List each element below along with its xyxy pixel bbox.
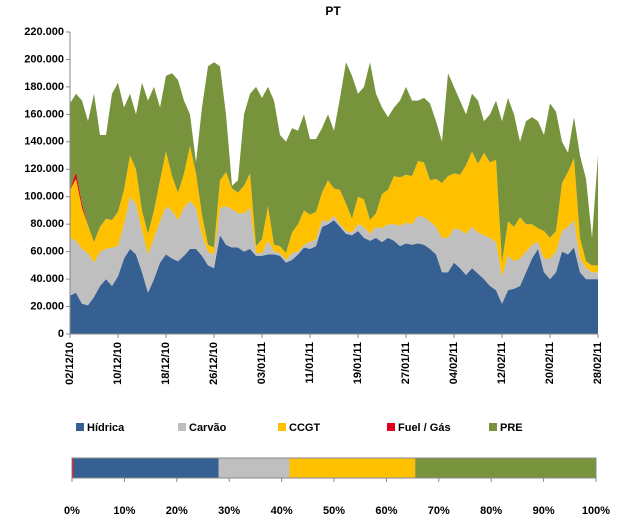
- bar-segment: [72, 458, 74, 478]
- chart-title: PT: [325, 4, 341, 18]
- x-tick-label: 26/12/10: [208, 342, 220, 385]
- y-tick-label: 180.000: [24, 81, 64, 93]
- x-tick-label: 19/01/11: [352, 342, 364, 384]
- x-tick-label: 90%: [533, 505, 555, 517]
- y-tick-label: 0: [58, 328, 64, 340]
- legend-label: Carvão: [189, 422, 227, 434]
- y-tick-label: 220.000: [24, 26, 64, 38]
- x-tick-label: 80%: [480, 505, 502, 517]
- area: [70, 220, 598, 334]
- legend-swatch: [76, 423, 84, 431]
- x-tick-label: 11/01/11: [304, 342, 316, 384]
- legend-swatch: [178, 423, 186, 431]
- area: [70, 145, 598, 277]
- y-tick-label: 100.000: [24, 191, 64, 203]
- y-tick-label: 160.000: [24, 108, 64, 120]
- legend-label: PRE: [500, 422, 523, 434]
- x-tick-label: 03/01/11: [256, 342, 268, 384]
- legend-swatch: [278, 423, 286, 431]
- area: [70, 62, 598, 266]
- x-tick-label: 30%: [218, 505, 240, 517]
- bar-segment: [218, 458, 290, 478]
- x-tick-label: 0%: [64, 505, 80, 517]
- x-tick-label: 18/12/10: [160, 342, 172, 385]
- x-tick-label: 27/01/11: [400, 342, 412, 384]
- y-tick-label: 120.000: [24, 163, 64, 175]
- x-tick-label: 70%: [428, 505, 450, 517]
- x-tick-label: 40%: [271, 505, 293, 517]
- x-tick-label: 20/02/11: [544, 342, 556, 384]
- x-tick-label: 20%: [166, 505, 188, 517]
- x-tick-label: 04/02/11: [448, 342, 460, 384]
- x-tick-label: 28/02/11: [592, 342, 604, 384]
- bar-segment: [289, 458, 416, 478]
- legend-label: Fuel / Gás: [398, 422, 451, 434]
- y-tick-label: 80.000: [30, 218, 64, 230]
- y-tick-label: 140.000: [24, 136, 64, 148]
- y-tick-label: 200.000: [24, 53, 64, 65]
- area: [70, 196, 598, 306]
- x-tick-label: 10/12/10: [112, 342, 124, 385]
- legend-swatch: [489, 423, 497, 431]
- legend-label: CCGT: [289, 422, 320, 434]
- y-tick-label: 20.000: [30, 300, 64, 312]
- x-tick-label: 02/12/10: [64, 342, 76, 385]
- x-tick-label: 12/02/11: [496, 342, 508, 384]
- bar-segment: [73, 458, 219, 478]
- x-tick-label: 50%: [323, 505, 345, 517]
- x-tick-label: 60%: [375, 505, 397, 517]
- x-tick-label: 100%: [582, 505, 610, 517]
- y-tick-label: 60.000: [30, 246, 64, 258]
- y-tick-label: 40.000: [30, 273, 64, 285]
- legend-swatch: [387, 423, 395, 431]
- x-tick-label: 10%: [113, 505, 135, 517]
- bar-segment: [415, 458, 596, 478]
- legend-label: Hídrica: [87, 422, 125, 434]
